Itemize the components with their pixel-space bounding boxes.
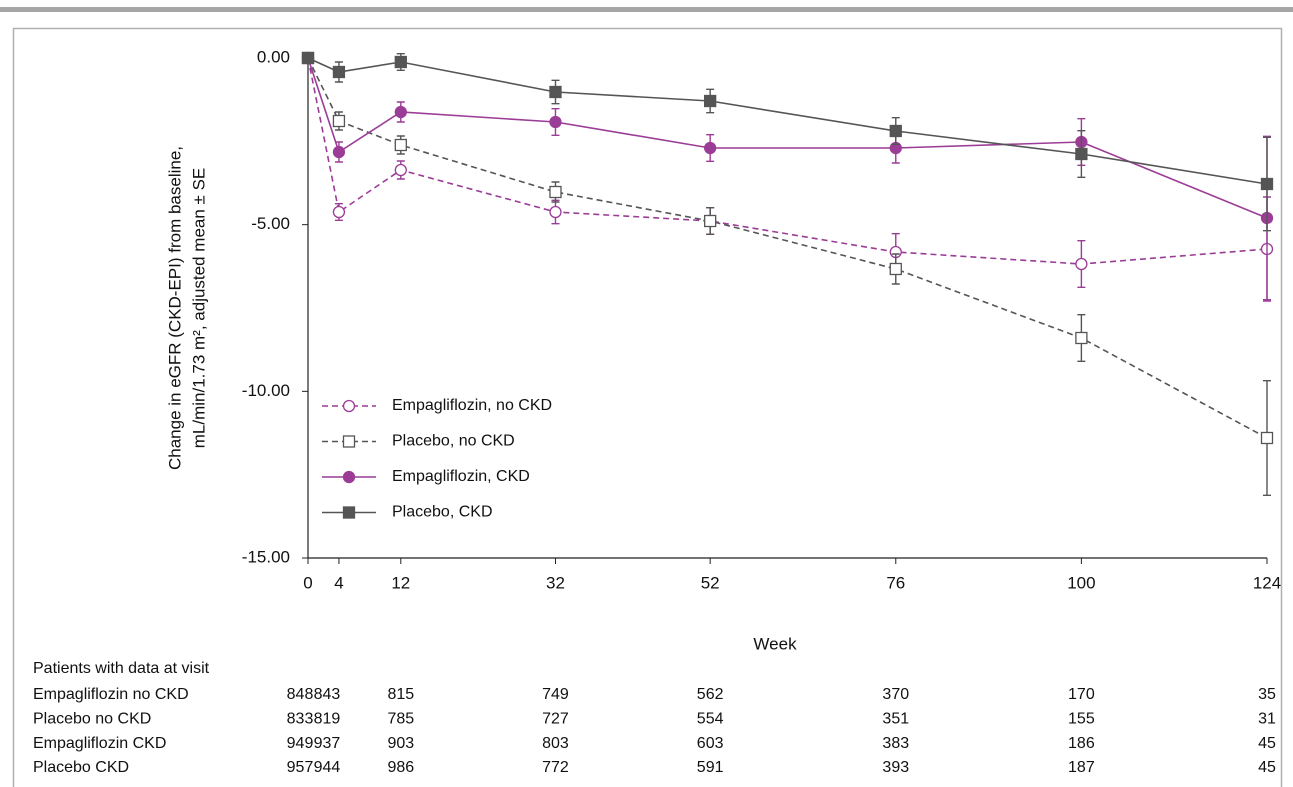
- data-point: [549, 185, 562, 199]
- data-point: [704, 141, 717, 155]
- row-label: Empagliflozin CKD: [33, 735, 166, 752]
- data-point: [332, 205, 346, 219]
- count-cell: 562: [697, 686, 724, 703]
- count-cell: 819: [314, 711, 341, 728]
- legend-marker: [342, 399, 356, 413]
- legend-marker: [342, 435, 356, 448]
- y-tick-label: -15.00: [242, 547, 290, 566]
- series-line: [307, 57, 1268, 265]
- data-point: [332, 145, 346, 159]
- y-tick-label: 0.00: [257, 47, 290, 66]
- count-cell: 949: [287, 735, 314, 752]
- y-tick-label: -5.00: [251, 214, 290, 233]
- x-tick-label: 124: [1253, 573, 1281, 592]
- data-point: [1260, 431, 1274, 445]
- count-cell: 749: [542, 686, 569, 703]
- row-label: Placebo no CKD: [33, 711, 151, 728]
- data-point: [704, 94, 717, 108]
- table-title: Patients with data at visit: [33, 660, 210, 677]
- x-tick-label: 100: [1067, 573, 1095, 592]
- legend-label: Placebo, no CKD: [392, 433, 515, 450]
- count-cell: 187: [1068, 759, 1095, 776]
- legend-label: Empagliflozin, CKD: [392, 468, 530, 485]
- legend-marker: [342, 506, 356, 519]
- data-point: [332, 65, 346, 79]
- count-cell: 383: [882, 735, 909, 752]
- data-point: [1075, 257, 1088, 271]
- count-cell: 554: [697, 711, 724, 728]
- count-cell: 370: [882, 686, 909, 703]
- legend-label: Placebo, CKD: [392, 504, 493, 521]
- data-point: [549, 85, 562, 99]
- count-cell: 803: [542, 735, 569, 752]
- count-cell: 45: [1258, 759, 1276, 776]
- data-point: [394, 163, 407, 177]
- data-point: [889, 262, 902, 276]
- count-cell: 848: [287, 686, 314, 703]
- data-point: [1075, 147, 1088, 161]
- y-axis-title-line: mL/min/1.73 m², adjusted mean ± SE: [189, 168, 208, 449]
- y-axis-title: Change in eGFR (CKD-EPI) from baseline, …: [165, 146, 208, 470]
- data-point: [889, 124, 902, 138]
- x-tick-label: 32: [546, 573, 565, 592]
- row-label: Placebo CKD: [33, 759, 129, 776]
- x-tick-label: 4: [334, 573, 343, 592]
- count-cell: 833: [287, 711, 314, 728]
- data-point: [394, 105, 407, 119]
- data-point: [1260, 177, 1274, 191]
- x-tick-label: 12: [391, 573, 410, 592]
- data-point: [549, 115, 562, 129]
- count-cell: 591: [697, 759, 724, 776]
- series-line: [307, 57, 1268, 219]
- x-tick-label: 52: [701, 573, 720, 592]
- count-cell: 170: [1068, 686, 1095, 703]
- data-point: [332, 114, 346, 128]
- count-cell: 727: [542, 711, 569, 728]
- row-label: Empagliflozin no CKD: [33, 686, 189, 703]
- count-cell: 772: [542, 759, 569, 776]
- data-point: [394, 55, 407, 69]
- y-tick-label: -10.00: [242, 381, 290, 400]
- top-rule: [0, 7, 1293, 12]
- x-tick-label: 76: [886, 573, 905, 592]
- count-cell: 393: [882, 759, 909, 776]
- count-cell: 31: [1258, 711, 1276, 728]
- count-cell: 603: [697, 735, 724, 752]
- count-cell: 351: [882, 711, 909, 728]
- count-cell: 957: [287, 759, 314, 776]
- series-line: [307, 57, 1268, 439]
- count-cell: 843: [314, 686, 341, 703]
- legend-label: Empagliflozin, no CKD: [392, 397, 552, 414]
- count-cell: 45: [1258, 735, 1276, 752]
- count-cell: 155: [1068, 711, 1095, 728]
- data-point: [1075, 331, 1088, 345]
- series-line: [307, 57, 1268, 185]
- data-point: [301, 51, 315, 65]
- frame: [12, 27, 1283, 787]
- count-cell: 986: [387, 759, 414, 776]
- count-cell: 944: [314, 759, 341, 776]
- x-tick-label: 0: [303, 573, 312, 592]
- y-axis-title-line: Change in eGFR (CKD-EPI) from baseline,: [165, 146, 184, 470]
- count-cell: 785: [387, 711, 414, 728]
- count-cell: 815: [387, 686, 414, 703]
- count-cell: 903: [387, 735, 414, 752]
- count-cell: 186: [1068, 735, 1095, 752]
- data-point: [394, 138, 407, 152]
- legend-marker: [342, 470, 356, 484]
- data-point: [704, 214, 717, 228]
- data-point: [549, 205, 562, 219]
- count-cell: 937: [314, 735, 341, 752]
- count-cell: 35: [1258, 686, 1276, 703]
- x-axis-title: Week: [753, 634, 797, 653]
